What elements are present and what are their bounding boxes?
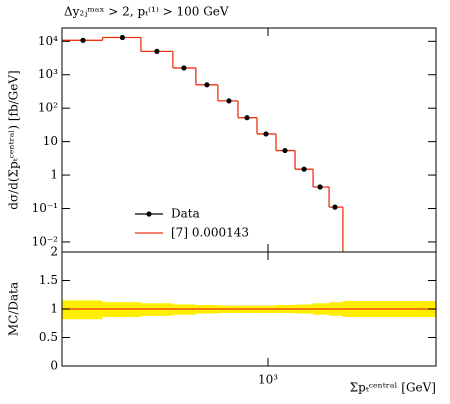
uncertainty-band [62, 300, 103, 320]
data-point [154, 48, 160, 54]
ratio-y-tick-label: 1.5 [39, 273, 58, 287]
y-tick-label: 10⁻² [32, 234, 59, 248]
legend-marker [146, 211, 152, 217]
x-tick-label: 10³ [258, 373, 278, 387]
ratio-y-tick-label: 0.5 [39, 330, 58, 344]
ratio-y-tick-label: 0 [50, 359, 58, 373]
y-tick-label: 10² [38, 101, 58, 115]
data-point [332, 204, 338, 210]
data-point [282, 147, 288, 154]
y-tick-label: 1 [50, 168, 58, 182]
data-point [244, 115, 250, 121]
data-point [119, 34, 126, 41]
y-tick-label: 10 [43, 134, 58, 148]
ratio-y-label: MC/Data [7, 282, 21, 336]
main-frame [61, 27, 437, 253]
data-point [181, 65, 187, 71]
legend-label: Data [171, 207, 200, 221]
y-tick-label: 10⁴ [38, 34, 58, 48]
y-tick-label: 10³ [38, 67, 58, 81]
data-point [263, 131, 269, 137]
y-axis-label: dσ/d(Σpₜᶜᵉⁿᵗʳᵃˡ) [fb/GeV] [7, 70, 21, 209]
data-point [204, 82, 210, 88]
data-point [301, 166, 307, 172]
x-axis-label: Σpₜᶜᵉⁿᵗʳᵃˡ [GeV] [350, 381, 436, 395]
data-point [80, 37, 86, 43]
chart-title: Δy₂ⱼᵐᵃˣ > 2, pₜ⁽¹⁾ > 100 GeV [64, 5, 229, 19]
legend-label: [7] 0.000143 [171, 226, 249, 240]
ratio-y-tick-label: 1 [50, 302, 58, 316]
data-point [317, 184, 323, 190]
y-tick-label: 10⁻¹ [32, 201, 58, 215]
ratio-y-tick-label: 2 [50, 245, 58, 259]
data-point [226, 98, 232, 104]
